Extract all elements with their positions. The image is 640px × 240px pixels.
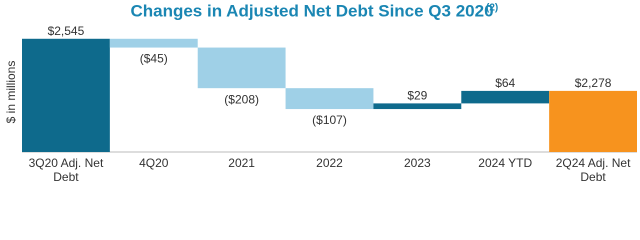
x-tick-label: 2024 YTD bbox=[478, 156, 533, 170]
bar bbox=[109, 38, 198, 48]
bar bbox=[373, 103, 462, 110]
title-note: (2) bbox=[486, 3, 498, 14]
chart: Changes in Adjusted Net Debt Since Q3 20… bbox=[4, 1, 637, 153]
x-tick-label: 3Q20 Adj. Net Debt bbox=[28, 156, 104, 184]
bar bbox=[22, 38, 110, 153]
data-label: $29 bbox=[407, 89, 427, 103]
bar bbox=[549, 90, 637, 152]
y-axis-label: $ in millions bbox=[4, 61, 18, 124]
page: Changes in Adjusted Net Debt Since Q3 20… bbox=[4, 1, 637, 184]
data-label: ($208) bbox=[224, 92, 259, 106]
bar bbox=[461, 90, 550, 104]
bar bbox=[197, 47, 286, 89]
data-label: ($107) bbox=[312, 113, 347, 127]
x-tick-label: 2021 bbox=[228, 156, 255, 170]
x-tick-label: 2022 bbox=[316, 156, 343, 170]
data-label: $2,545 bbox=[48, 24, 85, 38]
data-label: $2,278 bbox=[575, 76, 612, 90]
x-tick-label: 2Q24 Adj. Net Debt bbox=[555, 156, 631, 184]
x-tick-label: 4Q20 bbox=[139, 156, 169, 170]
data-label: ($45) bbox=[140, 52, 168, 66]
chart-title: Changes in Adjusted Net Debt Since Q3 20… bbox=[130, 1, 493, 20]
x-tick-label: 2023 bbox=[403, 156, 431, 170]
bar bbox=[285, 88, 374, 110]
data-label: $64 bbox=[495, 76, 515, 90]
